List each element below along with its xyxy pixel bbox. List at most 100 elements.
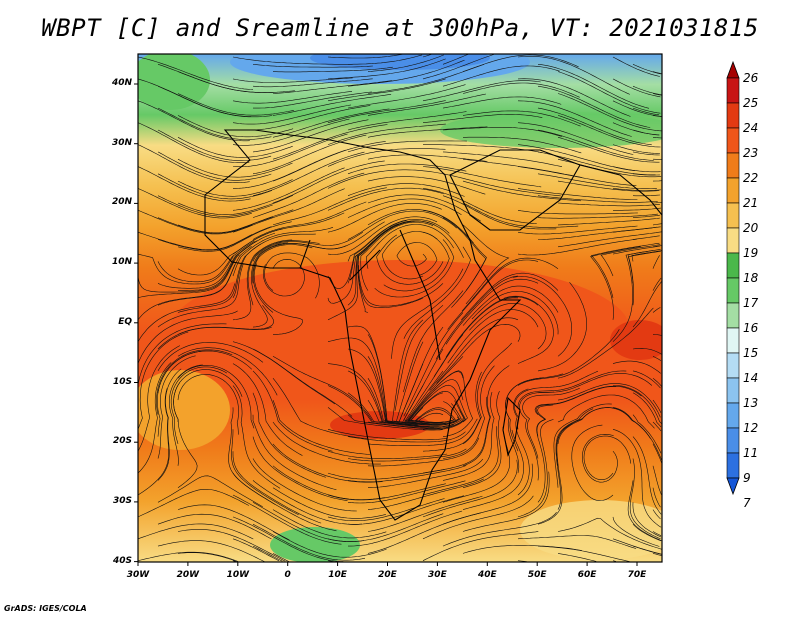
lon-label: 30W — [126, 570, 150, 580]
streamline — [253, 244, 313, 313]
streamline — [517, 329, 620, 386]
streamline — [232, 227, 334, 277]
streamline — [652, 377, 662, 387]
streamline — [581, 433, 618, 483]
streamline — [422, 188, 537, 224]
streamline — [557, 231, 662, 248]
green-patch-south — [270, 527, 360, 562]
lon-label: 40E — [477, 570, 497, 580]
streamline — [138, 323, 227, 386]
streamline — [177, 137, 293, 158]
streamline — [414, 409, 455, 423]
streamline — [612, 360, 661, 374]
streamline — [272, 94, 392, 116]
streamline — [471, 291, 559, 335]
streamline — [612, 78, 661, 98]
colorbar-label: 25 — [743, 96, 759, 110]
streamline — [232, 385, 281, 489]
streamline — [367, 495, 483, 532]
streamline — [374, 239, 455, 298]
streamline — [253, 91, 372, 109]
streamline — [462, 285, 559, 326]
streamline — [537, 107, 652, 146]
streamline — [383, 231, 450, 292]
streamline — [232, 451, 322, 524]
streamline — [232, 494, 342, 545]
streamline — [138, 166, 251, 202]
streamline — [403, 246, 471, 339]
streamline — [462, 224, 510, 305]
streamline — [327, 78, 446, 102]
streamline — [272, 531, 387, 558]
streamline — [632, 370, 661, 389]
streamline — [173, 382, 198, 488]
streamline — [442, 195, 557, 230]
colorbar-segment — [726, 352, 740, 379]
streamline — [517, 188, 638, 200]
streamline — [629, 458, 661, 540]
streamline — [347, 392, 455, 428]
colorbar-segment — [726, 202, 740, 229]
streamline — [367, 126, 488, 138]
streamline — [422, 54, 432, 58]
streamline — [157, 195, 273, 217]
streamline — [632, 64, 662, 75]
streamline — [537, 173, 657, 189]
streamline — [138, 231, 253, 250]
streamline — [272, 421, 381, 465]
streamline — [632, 502, 662, 538]
streamline — [514, 370, 599, 430]
streamline — [442, 217, 487, 308]
streamline — [138, 362, 172, 474]
streamline — [517, 535, 637, 549]
streamline — [652, 137, 662, 139]
streamline — [652, 531, 662, 536]
streamline — [462, 342, 512, 445]
colorbar-label: 24 — [743, 121, 759, 135]
streamline — [327, 513, 444, 542]
streamline — [512, 276, 572, 357]
streamline — [138, 283, 235, 342]
streamline — [652, 334, 662, 336]
streamline — [232, 167, 345, 211]
streamline — [157, 350, 213, 437]
streamline — [138, 388, 170, 496]
streamline — [403, 290, 464, 393]
streamline — [557, 307, 654, 379]
streamline — [632, 523, 662, 542]
streamline — [157, 245, 252, 306]
streamline — [612, 516, 660, 547]
lat-label: 10S — [112, 376, 132, 387]
colorbar-segment — [726, 427, 740, 454]
streamline — [537, 423, 573, 525]
colorbar-segment — [726, 452, 740, 479]
streamline — [232, 56, 353, 65]
streamline — [177, 158, 293, 178]
streamline — [612, 144, 661, 154]
streamline — [252, 78, 373, 88]
streamline — [250, 242, 289, 328]
streamline — [367, 64, 485, 94]
streamline — [612, 429, 662, 528]
streamline — [403, 312, 464, 417]
streamline — [157, 240, 255, 283]
streamline — [652, 509, 661, 520]
colorbar-label: 9 — [743, 471, 751, 485]
streamline — [367, 93, 487, 116]
streamline — [157, 85, 273, 118]
streamline — [347, 183, 465, 197]
streamline — [327, 229, 388, 321]
streamline — [632, 194, 661, 197]
streamline — [517, 419, 554, 518]
streamline — [627, 480, 662, 541]
streamline — [232, 239, 293, 321]
streamline — [177, 365, 255, 429]
streamline — [157, 368, 182, 481]
streamline — [442, 65, 560, 87]
streamline — [407, 379, 464, 425]
streamline — [177, 243, 262, 313]
streamline — [272, 553, 290, 562]
streamline — [138, 523, 254, 540]
streamline — [652, 553, 662, 556]
streamline — [442, 512, 557, 547]
